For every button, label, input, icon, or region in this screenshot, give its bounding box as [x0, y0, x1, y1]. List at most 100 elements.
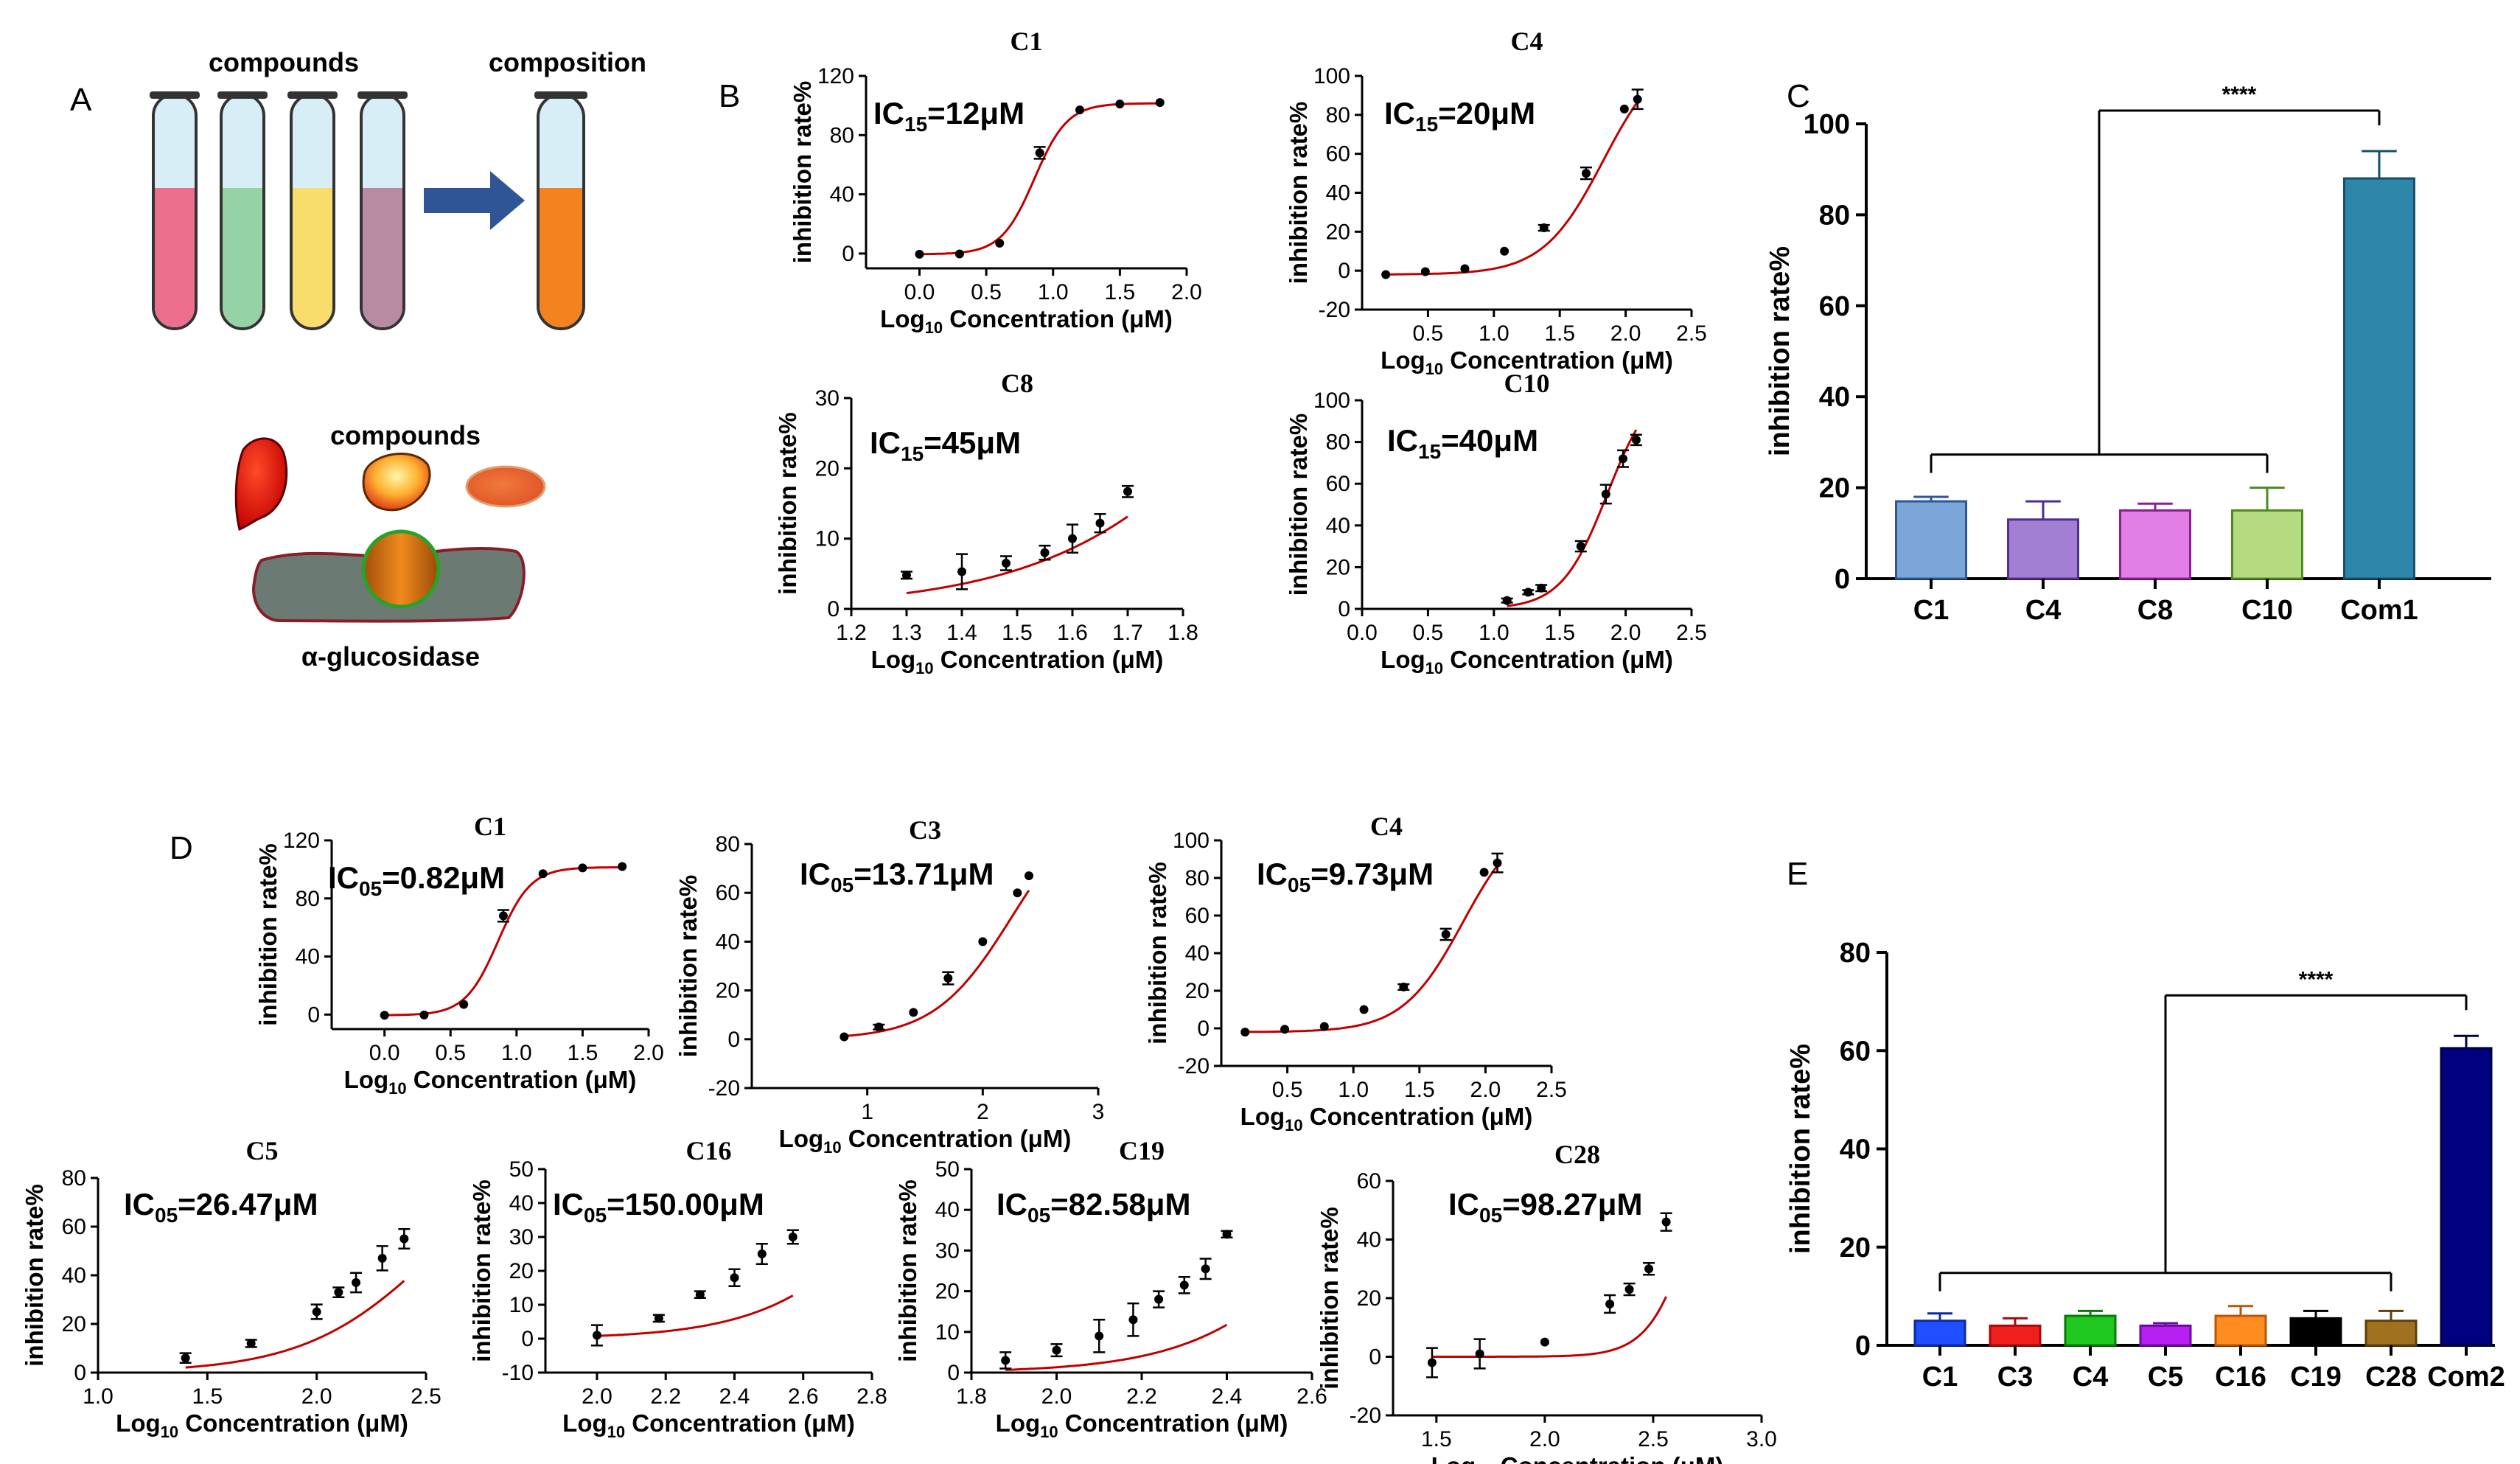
- data-point: [1500, 246, 1509, 256]
- data-point: [1128, 1315, 1138, 1325]
- y-tick-label: 80: [296, 887, 320, 911]
- x-tick-label: 2.4: [1212, 1384, 1243, 1409]
- y-tick-label: 40: [1819, 382, 1850, 413]
- data-point: [1002, 559, 1011, 568]
- compounds-title: compounds: [209, 47, 359, 77]
- y-tick-label: 40: [62, 1263, 86, 1288]
- data-point: [909, 1008, 918, 1017]
- data-point: [1068, 534, 1077, 543]
- data-point: [334, 1288, 343, 1297]
- y-tick-label: 30: [935, 1238, 960, 1263]
- fit-curve: [1431, 1296, 1667, 1358]
- composition-title: composition: [489, 47, 646, 77]
- y-tick-label: 0: [521, 1327, 534, 1351]
- x-tick-label: 2.0: [1610, 321, 1641, 346]
- data-point: [538, 869, 548, 879]
- y-tick-label: 40: [1840, 1134, 1871, 1165]
- y-tick-label: 60: [1819, 291, 1850, 322]
- y-tick-label: 50: [935, 1157, 960, 1182]
- x-tick-label: 1.0: [1038, 280, 1069, 304]
- y-tick-label: 20: [1819, 473, 1850, 504]
- data-point: [1631, 435, 1641, 445]
- y-tick-label: 0: [1338, 259, 1350, 283]
- data-point: [1581, 169, 1591, 178]
- bar: [1895, 500, 1967, 580]
- y-tick-label: 100: [1173, 829, 1210, 853]
- data-point: [1280, 1025, 1290, 1034]
- data-point: [1179, 1280, 1189, 1290]
- y-tick-label: -20: [1319, 298, 1350, 322]
- data-point: [1537, 583, 1546, 593]
- x-tick-label: 1.5: [1544, 321, 1575, 346]
- compound-red-shape: [234, 437, 288, 531]
- y-tick-label: 40: [1326, 181, 1350, 206]
- x-tick-label: 2: [977, 1100, 989, 1124]
- x-tick-label: Com2: [2427, 1362, 2505, 1392]
- x-axis-label: Log10 Concentration (μM): [562, 1409, 855, 1441]
- x-tick-label: C4: [2025, 595, 2062, 626]
- x-axis-label: Log10 Concentration (μM): [996, 1409, 1288, 1441]
- data-point: [1624, 1285, 1634, 1294]
- x-tick-label: C28: [2365, 1362, 2417, 1392]
- data-point: [1460, 264, 1470, 273]
- data-point: [915, 249, 924, 259]
- x-tick-label: 1.7: [1112, 621, 1143, 645]
- y-tick-label: 0: [1369, 1345, 1381, 1370]
- bar: [2214, 1314, 2267, 1347]
- x-tick-label: 0.0: [369, 1041, 400, 1065]
- fit-curve: [596, 1294, 794, 1337]
- y-axis-label: inhibition rate%: [789, 81, 816, 264]
- x-tick-label: 1.5: [192, 1384, 223, 1409]
- data-point: [757, 1249, 767, 1258]
- data-point: [246, 1339, 256, 1348]
- y-tick-label: 20: [815, 456, 840, 481]
- x-tick-label: 2.5: [1638, 1427, 1669, 1451]
- data-point: [1576, 542, 1585, 551]
- data-point: [618, 862, 627, 871]
- x-tick-label: 0.5: [1413, 321, 1444, 346]
- data-point: [1052, 1345, 1061, 1355]
- x-tick-label: 1.4: [946, 621, 977, 645]
- y-axis-label: inhibition rate%: [1285, 414, 1312, 596]
- y-axis-label: inhibition rate%: [1316, 1207, 1343, 1390]
- x-tick-label: 2.5: [1676, 621, 1707, 645]
- y-tick-label: 0: [1197, 1017, 1210, 1041]
- data-point: [399, 1234, 409, 1244]
- data-point: [695, 1290, 705, 1300]
- x-axis-label: Log10 Concentration (μM): [1431, 1452, 1724, 1464]
- y-tick-label: 80: [1840, 938, 1871, 969]
- y-tick-label: 0: [1835, 564, 1850, 595]
- bar-chart-e: 0 20 40 60 80 inhibition rate% C1 C3 C4 C5 C16 C19 C…: [1785, 938, 2505, 1392]
- chart-title: C4: [1511, 27, 1543, 56]
- y-tick-label: 0: [1855, 1331, 1871, 1362]
- data-point: [978, 937, 988, 947]
- x-tick-label: C8: [2137, 595, 2174, 626]
- compound-yellow-shape: [362, 453, 431, 512]
- y-tick-label: 80: [1326, 103, 1350, 128]
- y-tick-label: 20: [1357, 1286, 1381, 1311]
- x-tick-label: 2.0: [1171, 280, 1202, 304]
- x-tick-label: 2.6: [1296, 1384, 1327, 1409]
- fit-curve: [844, 889, 1030, 1037]
- y-tick-label: 80: [716, 832, 740, 857]
- y-tick-label: 0: [827, 597, 840, 621]
- x-tick-label: C5: [2148, 1362, 2184, 1392]
- significance-label: ****: [2299, 967, 2334, 991]
- y-tick-label: 20: [1326, 555, 1350, 579]
- y-tick-label: 50: [509, 1157, 534, 1182]
- x-tick-label: 0.0: [904, 280, 935, 304]
- y-tick-label: -20: [1178, 1054, 1210, 1078]
- bar: [2231, 509, 2303, 580]
- y-tick-label: 60: [716, 881, 740, 905]
- y-tick-label: 100: [1804, 109, 1850, 140]
- y-tick-label: 60: [1326, 142, 1350, 167]
- substrate-ball: [361, 529, 441, 609]
- fit-curve: [1005, 1323, 1228, 1371]
- test-tube-pink: [150, 91, 200, 330]
- data-point: [840, 1032, 849, 1042]
- data-point: [1123, 487, 1132, 496]
